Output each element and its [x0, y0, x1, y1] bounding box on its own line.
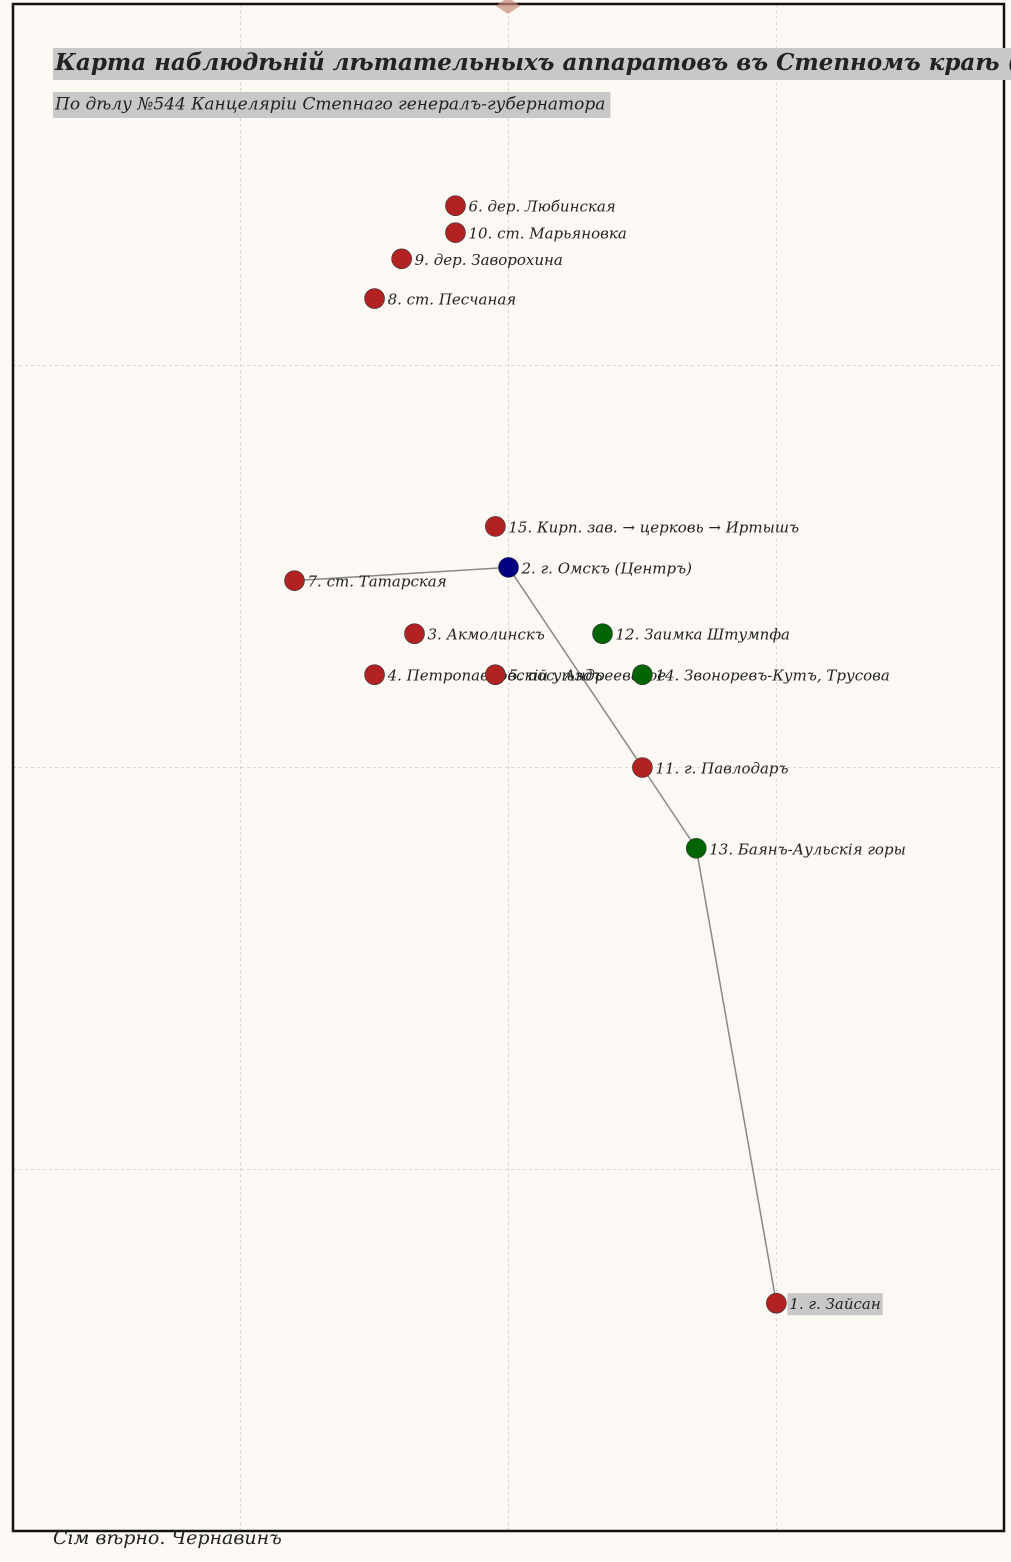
title: Карта наблюдѣній лѣтательныхъ аппаратовъ…	[54, 49, 1011, 76]
point-label: 7. ст. Татарская	[307, 573, 446, 591]
point	[485, 516, 506, 537]
point-label: 1. г. Зайсан	[789, 1295, 880, 1313]
point	[364, 288, 385, 309]
point	[592, 623, 613, 644]
point-label: 6. дер. Любинская	[468, 198, 615, 216]
subtitle: По дѣлу №544 Канцеляріи Степнаго генерал…	[54, 95, 605, 115]
footer: Сiм вѣрно. Чернавинъ	[53, 1527, 282, 1549]
point-label: 15. Кирп. зав. → церковь → Иртышъ	[508, 518, 799, 536]
point-label: 3. Акмолинскъ	[427, 626, 544, 644]
point-label: 5. пос. Андреевское	[508, 667, 666, 685]
point	[766, 1292, 787, 1314]
subtitle-box	[53, 92, 611, 118]
title-box	[53, 48, 1011, 80]
point	[498, 557, 519, 578]
point	[284, 570, 305, 591]
emblem	[496, 0, 520, 14]
point	[685, 837, 707, 859]
point	[391, 248, 412, 270]
label-box	[787, 1293, 883, 1316]
point	[364, 664, 385, 685]
point-label: 2. г. Омскъ (Центръ)	[521, 559, 693, 577]
point	[404, 623, 425, 644]
point-label: 8. ст. Песчаная	[388, 291, 517, 309]
point	[632, 757, 653, 778]
point	[445, 222, 466, 243]
point-label: 10. ст. Марьяновка	[468, 225, 626, 243]
point-label: 9. дер. Заворохина	[415, 251, 563, 269]
point	[632, 664, 653, 685]
point-label: 12. Заимка Штумпфа	[616, 626, 791, 644]
point-label: 13. Баянъ-Аульскія горы	[709, 840, 906, 858]
point	[485, 664, 506, 685]
point	[445, 195, 466, 217]
point-label: 14. Звоноревъ-Кутъ, Трусова	[655, 667, 889, 685]
point-label: 11. г. Павлодаръ	[655, 760, 788, 778]
